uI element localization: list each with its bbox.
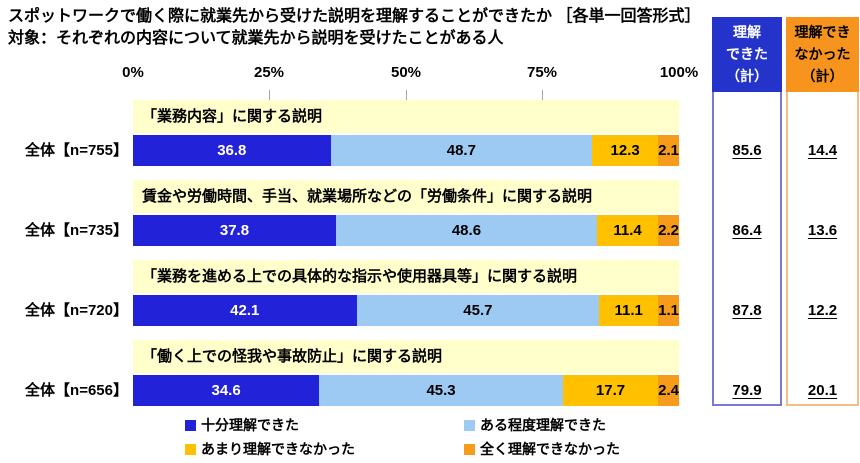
bar1-segment-fully-understood: 36.8: [133, 135, 331, 166]
not-understood-header-line1: 理解でき: [794, 24, 851, 40]
understood-header-line3: （計）: [726, 68, 768, 84]
bar3-value-1: 42.1: [230, 302, 260, 319]
bar2-value-1: 37.8: [219, 222, 250, 239]
bar2-value-3: 11.4: [613, 222, 642, 239]
understood-total-header: 理解 できた （計）: [712, 17, 782, 92]
understood-total-row-1: 85.6: [732, 142, 762, 159]
bar4-value-3: 17.7: [595, 382, 626, 399]
not-understood-total-row-1: 14.4: [807, 142, 838, 159]
understood-header-line2: できた: [726, 46, 768, 62]
category-label-4: 「働く上での怪我や事故防止」に関する説明: [133, 340, 679, 373]
axis-tick-mark-25: [269, 90, 270, 100]
bar4-segment-not-understood-at-all: 2.4: [658, 375, 679, 406]
x-axis-tick-label-75: 75%: [526, 64, 558, 81]
respondent-label-2: 全体【n=735】: [25, 222, 128, 239]
bar3-value-3: 11.1: [614, 302, 643, 319]
axis-tick-mark-75: [542, 90, 543, 100]
legend-swatch-dark-blue: [185, 419, 196, 431]
not-understood-total-column: 理解でき なかった （計）: [786, 17, 859, 406]
understood-header-line1: 理解: [733, 24, 761, 40]
stacked-bar-4: 34.6 45.3 17.7 2.4: [133, 375, 679, 406]
legend-item-somewhat-understood: ある程度理解できた: [464, 416, 606, 434]
bar2-value-4: 2.2: [658, 222, 679, 239]
legend-swatch-orange: [464, 443, 475, 455]
chart-title: スポットワークで働く際に就業先から受けた説明を理解することができたか ［各単一回…: [8, 6, 700, 50]
x-axis-tick-label-50: 50%: [390, 64, 422, 81]
bar1-value-4: 2.1: [658, 142, 679, 159]
bar4-segment-somewhat-understood: 45.3: [319, 375, 563, 406]
bar3-segment-not-really-understood: 11.1: [599, 295, 659, 326]
legend-label-not-understood-at-all: 全く理解できなかった: [480, 441, 620, 457]
chart-row-3: 「業務を進める上での具体的な指示や使用器具等」に関する説明 全体【n=720】 …: [0, 258, 712, 338]
legend-label-somewhat-understood: ある程度理解できた: [480, 417, 606, 433]
bar1-value-2: 48.7: [446, 142, 476, 159]
bar1-segment-not-really-understood: 12.3: [592, 135, 659, 166]
x-axis-tick-label-25: 25%: [253, 64, 285, 81]
legend-item-not-understood-at-all: 全く理解できなかった: [464, 440, 620, 458]
respondent-label-4: 全体【n=656】: [25, 382, 128, 399]
stacked-bar-2: 37.8 48.6 11.4 2.2: [133, 215, 679, 246]
bar4-segment-not-really-understood: 17.7: [562, 375, 659, 406]
legend-item-not-really-understood: あまり理解できなかった: [185, 440, 355, 458]
category-label-1: 「業務内容」に関する説明: [133, 100, 679, 133]
respondent-label-3: 全体【n=720】: [25, 302, 128, 319]
not-understood-total-row-4: 20.1: [807, 382, 838, 399]
stacked-bar-1: 36.8 48.7 12.3 2.1: [133, 135, 679, 166]
bar2-value-2: 48.6: [451, 222, 482, 239]
chart-row-1: 「業務内容」に関する説明 全体【n=755】 36.8 48.7 12.3 2.…: [0, 98, 712, 178]
bar1-value-3: 12.3: [610, 142, 640, 159]
legend-swatch-light-blue: [464, 419, 475, 431]
understood-total-column: 理解 できた （計）: [712, 17, 782, 406]
bar3-segment-not-understood-at-all: 1.1: [658, 295, 679, 326]
bar1-segment-not-understood-at-all: 2.1: [658, 135, 679, 166]
bar4-value-4: 2.4: [658, 382, 679, 399]
bar2-segment-not-understood-at-all: 2.2: [658, 215, 679, 246]
axis-tick-mark-50: [406, 90, 407, 100]
not-understood-header-line3: （計）: [801, 68, 844, 84]
legend-label-not-really-understood: あまり理解できなかった: [201, 441, 355, 457]
not-understood-total-row-2: 13.6: [807, 222, 838, 239]
category-label-2: 賃金や労働時間、手当、就業場所などの「労働条件」に関する説明: [133, 180, 679, 213]
bar1-segment-somewhat-understood: 48.7: [330, 135, 593, 166]
understood-total-row-4: 79.9: [732, 382, 762, 399]
chart-row-4: 「働く上での怪我や事故防止」に関する説明 全体【n=656】 34.6 45.3…: [0, 338, 712, 418]
x-axis-tick-label-100: 100%: [659, 64, 699, 81]
bar2-segment-not-really-understood: 11.4: [596, 215, 659, 246]
bar3-segment-somewhat-understood: 45.7: [356, 295, 600, 326]
bar2-segment-fully-understood: 37.8: [133, 215, 336, 246]
understood-total-row-2: 86.4: [732, 222, 762, 239]
chart-row-2: 賃金や労働時間、手当、就業場所などの「労働条件」に関する説明 全体【n=735】…: [0, 178, 712, 258]
bar3-segment-fully-understood: 42.1: [133, 295, 357, 326]
respondent-label-1: 全体【n=755】: [25, 142, 128, 159]
stacked-bar-3: 42.1 45.7 11.1 1.1: [133, 295, 679, 326]
legend-item-fully-understood: 十分理解できた: [185, 416, 299, 434]
bar4-value-1: 34.6: [211, 382, 241, 399]
bar3-value-2: 45.7: [463, 302, 493, 319]
category-label-3: 「業務を進める上での具体的な指示や使用器具等」に関する説明: [133, 260, 679, 293]
bar4-value-2: 45.3: [426, 382, 456, 399]
chart-title-line1: スポットワークで働く際に就業先から受けた説明を理解することができたか ［各単一回…: [8, 8, 701, 25]
chart-title-line2: 対象：それぞれの内容について就業先から説明を受けたことがある人: [8, 30, 504, 47]
legend-label-fully-understood: 十分理解できた: [201, 417, 299, 433]
not-understood-total-header: 理解でき なかった （計）: [786, 17, 859, 92]
bar1-value-1: 36.8: [217, 142, 247, 159]
bar4-segment-fully-understood: 34.6: [133, 375, 320, 406]
bar2-segment-somewhat-understood: 48.6: [335, 215, 597, 246]
understood-total-row-3: 87.8: [732, 302, 762, 319]
bar3-value-4: 1.1: [658, 302, 679, 319]
not-understood-header-line2: なかった: [794, 46, 851, 62]
x-axis-tick-label-0: 0%: [122, 64, 144, 81]
not-understood-total-row-3: 12.2: [807, 302, 838, 319]
legend-swatch-gold: [185, 443, 196, 455]
